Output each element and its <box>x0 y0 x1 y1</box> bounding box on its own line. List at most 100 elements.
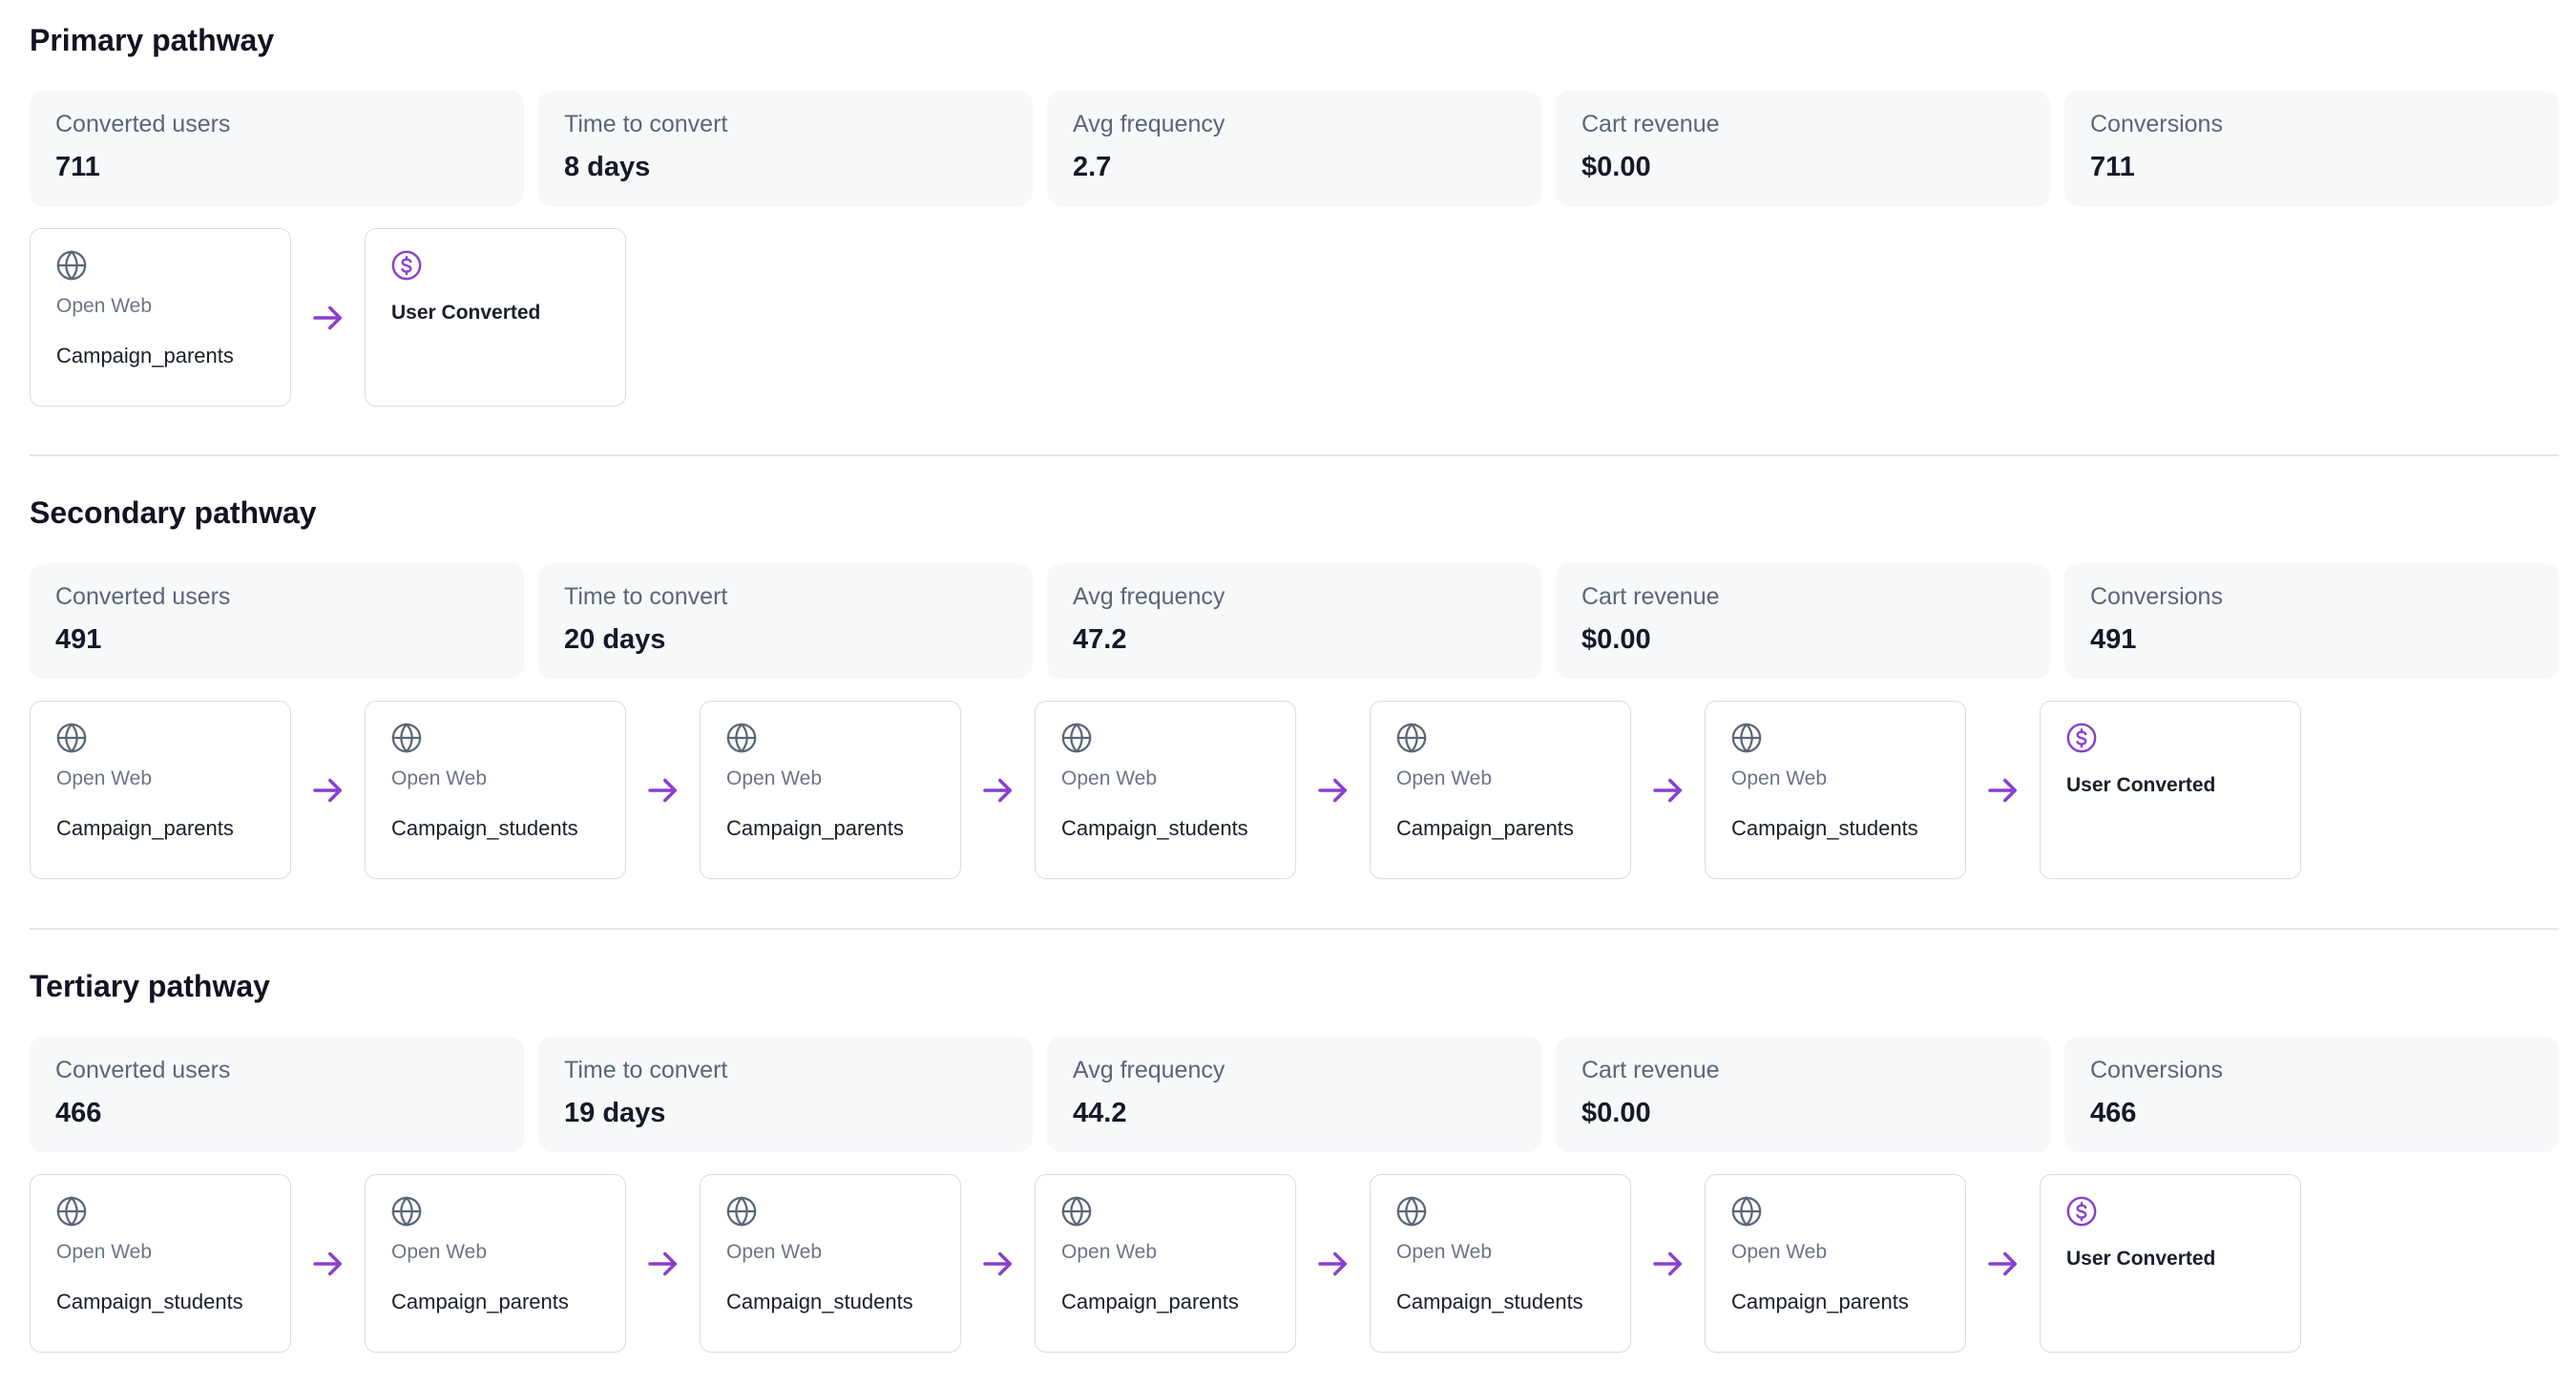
stat-label: Time to convert <box>564 581 727 612</box>
touchpoint-channel: Open Web <box>1731 767 1827 791</box>
globe-icon <box>725 1195 758 1228</box>
arrow-right-icon <box>308 298 348 338</box>
stat-label: Conversions <box>2090 109 2223 139</box>
stat-card: Time to convert 20 days <box>538 563 1033 679</box>
conversion-label: User Converted <box>391 301 540 326</box>
arrow-right-icon <box>1313 1244 1353 1284</box>
pathway-stats: Converted users 711 Time to convert 8 days A… <box>30 91 2559 206</box>
stat-value: 711 <box>55 150 100 184</box>
conversion-card[interactable]: User Converted <box>365 228 626 407</box>
touchpoint-campaign: Campaign_students <box>56 1289 243 1315</box>
touchpoint-channel: Open Web <box>56 767 152 791</box>
globe-icon <box>55 249 88 282</box>
arrow-right-icon <box>1648 1244 1688 1284</box>
touchpoint-card[interactable]: Open Web Campaign_parents <box>700 701 961 879</box>
arrow-right-icon <box>1983 770 2023 810</box>
touchpoint-card[interactable]: Open Web Campaign_parents <box>30 228 291 407</box>
touchpoint-campaign: Campaign_students <box>1731 815 1918 842</box>
touchpoint-channel: Open Web <box>391 767 487 791</box>
stat-card: Converted users 466 <box>30 1037 524 1152</box>
touchpoint-card[interactable]: Open Web Campaign_parents <box>30 701 291 879</box>
stat-label: Cart revenue <box>1581 109 1720 139</box>
arrow-right-icon <box>978 1244 1018 1284</box>
stat-label: Converted users <box>55 109 230 139</box>
stat-card: Conversions 491 <box>2064 563 2559 679</box>
touchpoint-channel: Open Web <box>726 1240 822 1265</box>
globe-icon <box>55 722 88 754</box>
arrow-right-icon <box>1648 770 1688 810</box>
touchpoint-campaign: Campaign_students <box>1061 815 1248 842</box>
stat-label: Avg frequency <box>1073 581 1225 612</box>
conversion-card[interactable]: User Converted <box>2040 1174 2301 1353</box>
touchpoint-channel: Open Web <box>56 294 152 319</box>
globe-icon <box>390 722 423 754</box>
stat-label: Avg frequency <box>1073 1055 1225 1085</box>
pathway-section: Secondary pathway Converted users 491 Time … <box>30 494 2559 894</box>
touchpoint-card[interactable]: Open Web Campaign_parents <box>1370 701 1631 879</box>
stat-value: 711 <box>2090 150 2135 184</box>
section-divider <box>30 454 2559 456</box>
touchpoint-card[interactable]: Open Web Campaign_students <box>700 1174 961 1353</box>
arrow-right-icon <box>1983 1244 2023 1284</box>
stat-value: 466 <box>55 1096 101 1130</box>
touchpoint-campaign: Campaign_parents <box>1061 1289 1239 1315</box>
touchpoint-card[interactable]: Open Web Campaign_students <box>365 701 626 879</box>
stat-value: 8 days <box>564 150 650 184</box>
pathway-section: Tertiary pathway Converted users 466 Time t… <box>30 967 2559 1368</box>
globe-icon <box>1395 722 1428 754</box>
stat-label: Time to convert <box>564 1055 727 1085</box>
stat-card: Converted users 491 <box>30 563 524 679</box>
stat-label: Converted users <box>55 1055 230 1085</box>
arrow-right-icon <box>978 770 1018 810</box>
stat-label: Avg frequency <box>1073 109 1225 139</box>
globe-icon <box>390 1195 423 1228</box>
touchpoint-campaign: Campaign_students <box>726 1289 913 1315</box>
pathway-flow: Open Web Campaign_students Open Web Campaig… <box>30 1174 2559 1355</box>
pathway-section: Primary pathway Converted users 711 Time to… <box>30 21 2559 422</box>
conversion-label: User Converted <box>2066 1247 2215 1271</box>
touchpoint-campaign: Campaign_parents <box>1396 815 1574 842</box>
touchpoint-card[interactable]: Open Web Campaign_parents <box>1705 1174 1966 1353</box>
touchpoint-card[interactable]: Open Web Campaign_students <box>1370 1174 1631 1353</box>
touchpoint-campaign: Campaign_parents <box>1731 1289 1909 1315</box>
touchpoint-channel: Open Web <box>391 1240 487 1265</box>
arrow-right-icon <box>308 770 348 810</box>
stat-label: Converted users <box>55 581 230 612</box>
stat-label: Cart revenue <box>1581 1055 1720 1085</box>
stat-card: Cart revenue $0.00 <box>1556 91 2050 206</box>
touchpoint-channel: Open Web <box>726 767 822 791</box>
touchpoint-campaign: Campaign_parents <box>726 815 904 842</box>
touchpoint-channel: Open Web <box>1061 767 1157 791</box>
stat-card: Avg frequency 44.2 <box>1047 1037 1541 1152</box>
stat-value: $0.00 <box>1581 150 1651 184</box>
stat-card: Time to convert 19 days <box>538 1037 1033 1152</box>
stat-value: 44.2 <box>1073 1096 1126 1130</box>
stat-value: 47.2 <box>1073 622 1126 657</box>
touchpoint-card[interactable]: Open Web Campaign_parents <box>365 1174 626 1353</box>
touchpoint-card[interactable]: Open Web Campaign_students <box>1705 701 1966 879</box>
conversion-card[interactable]: User Converted <box>2040 701 2301 879</box>
touchpoint-channel: Open Web <box>1731 1240 1827 1265</box>
dollar-circle-icon <box>2065 722 2098 754</box>
pathway-stats: Converted users 491 Time to convert 20 days… <box>30 563 2559 679</box>
conversion-label: User Converted <box>2066 773 2215 798</box>
stat-label: Conversions <box>2090 1055 2223 1085</box>
touchpoint-card[interactable]: Open Web Campaign_parents <box>1035 1174 1296 1353</box>
stat-card: Avg frequency 47.2 <box>1047 563 1541 679</box>
stat-card: Cart revenue $0.00 <box>1556 563 2050 679</box>
touchpoint-channel: Open Web <box>1396 767 1492 791</box>
stat-value: 20 days <box>564 622 665 657</box>
section-divider <box>30 928 2559 930</box>
stat-value: 491 <box>55 622 101 657</box>
touchpoint-channel: Open Web <box>1061 1240 1157 1265</box>
touchpoint-card[interactable]: Open Web Campaign_students <box>1035 701 1296 879</box>
dollar-circle-icon <box>2065 1195 2098 1228</box>
globe-icon <box>1395 1195 1428 1228</box>
stat-value: 19 days <box>564 1096 665 1130</box>
touchpoint-card[interactable]: Open Web Campaign_students <box>30 1174 291 1353</box>
pathway-flow: Open Web Campaign_parents Open Web Campaign… <box>30 701 2559 882</box>
stat-value: 491 <box>2090 622 2136 657</box>
stat-card: Conversions 711 <box>2064 91 2559 206</box>
pathway-flow: Open Web Campaign_parents User Converted <box>30 228 2559 410</box>
